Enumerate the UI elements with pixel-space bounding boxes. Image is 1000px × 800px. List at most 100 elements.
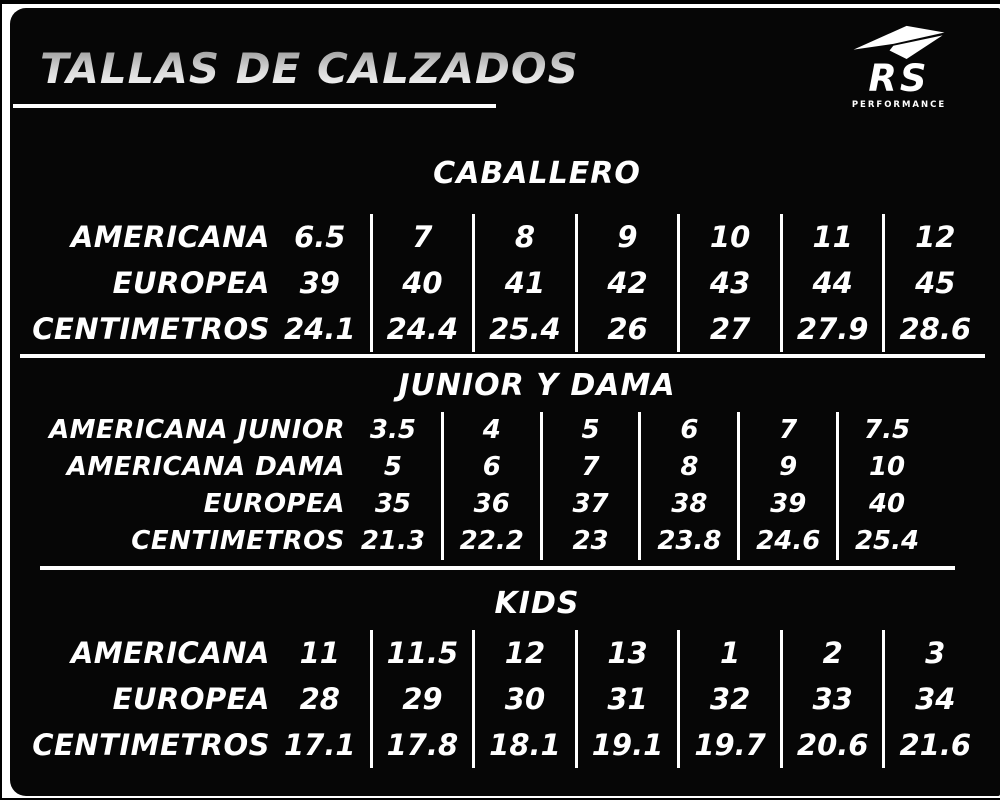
size-value: 6.5: [294, 220, 346, 254]
size-value: 23: [572, 526, 609, 556]
size-table-caballero: AMERICANA EUROPEA CENTIMETROS 6.5 39 24.1 7 40…: [20, 214, 985, 352]
row-labels: AMERICANA EUROPEA CENTIMETROS: [20, 630, 270, 768]
row-labels: AMERICANA EUROPEA CENTIMETROS: [20, 214, 270, 352]
size-column: 8 41 25.4: [472, 214, 575, 352]
section-divider: [40, 566, 955, 570]
size-column: 10 43 27: [677, 214, 780, 352]
row-label: AMERICANA: [70, 220, 270, 254]
size-column: 7 40 24.4: [369, 214, 473, 352]
size-value: 18.1: [489, 728, 561, 762]
size-value: 36: [473, 489, 510, 519]
size-value: 38: [671, 489, 708, 519]
size-value: 43: [709, 266, 751, 300]
row-label: EUROPEA: [203, 489, 345, 519]
size-value: 28.6: [899, 312, 972, 346]
row-label: AMERICANA JUNIOR: [49, 415, 345, 445]
size-column: 11 44 27.9: [779, 214, 883, 352]
size-chart-panel: TALLAS DE CALZADOS RS PERFORMANCE CABALL…: [10, 8, 1000, 796]
row-label: CENTIMETROS: [131, 526, 345, 556]
section-title-caballero: CABALLERO: [433, 156, 641, 191]
row-label: EUROPEA: [112, 682, 270, 716]
size-value: 35: [374, 489, 411, 519]
size-value: 37: [572, 489, 609, 519]
size-value: 1: [720, 636, 741, 670]
size-value: 19.7: [694, 728, 766, 762]
size-value: 29: [402, 682, 443, 716]
size-value: 39: [770, 489, 807, 519]
size-value: 12: [504, 636, 546, 670]
size-value: 17.8: [386, 728, 459, 762]
size-column: 3.5 5 35 21.3: [345, 412, 441, 560]
size-value: 21.3: [360, 526, 425, 556]
size-value: 8: [680, 452, 699, 482]
size-value: 40: [402, 266, 443, 300]
size-value: 10: [709, 220, 751, 254]
size-value: 39: [299, 266, 340, 300]
size-column: 2 33 20.6: [779, 630, 883, 768]
size-column: 12 45 28.6: [882, 214, 985, 352]
size-value: 5: [581, 415, 600, 445]
size-value: 27: [709, 312, 751, 346]
size-value: 2: [822, 636, 843, 670]
size-value: 30: [504, 682, 546, 716]
size-value: 7: [779, 415, 798, 445]
size-value: 7.5: [864, 415, 911, 445]
size-value: 10: [868, 452, 906, 482]
size-value: 6: [482, 452, 501, 482]
size-value: 24.1: [284, 312, 356, 346]
size-column: 11 28 17.1: [270, 630, 370, 768]
size-value: 23.8: [657, 526, 722, 556]
swoosh-icon: [843, 24, 955, 60]
size-table-kids: AMERICANA EUROPEA CENTIMETROS 11 28 17.1 11.5…: [20, 630, 985, 768]
size-value: 9: [617, 220, 638, 254]
size-value: 31: [607, 682, 648, 716]
section-title-junior-y-dama: JUNIOR Y DAMA: [398, 368, 676, 403]
size-value: 3: [925, 636, 946, 670]
size-value: 21.6: [899, 728, 972, 762]
size-value: 3.5: [369, 415, 416, 445]
size-value: 22.2: [459, 526, 524, 556]
size-value: 24.6: [756, 526, 821, 556]
size-column: 6 8 38 23.8: [638, 412, 737, 560]
size-column: 1 32 19.7: [677, 630, 780, 768]
size-grid: 6.5 39 24.1 7 40 24.4 8 41 25.4 9 42 26 10 43 27 11 44 27…: [270, 214, 985, 352]
size-value: 44: [812, 266, 853, 300]
size-column: 13 31 19.1: [574, 630, 678, 768]
brand-name: RS: [868, 57, 930, 100]
size-column: 11.5 29 17.8: [369, 630, 473, 768]
section-divider: [20, 354, 985, 358]
size-value: 42: [607, 266, 648, 300]
size-column: 4 6 36 22.2: [440, 412, 540, 560]
size-value: 28: [299, 682, 340, 716]
page-title: TALLAS DE CALZADOS: [40, 44, 579, 93]
size-column: 7.5 10 40 25.4: [836, 412, 935, 560]
size-value: 41: [504, 266, 546, 300]
brand-logo: RS PERFORMANCE: [843, 24, 955, 110]
row-labels: AMERICANA JUNIOR AMERICANA DAMA EUROPEA CEN…: [20, 412, 345, 560]
size-value: 4: [482, 415, 501, 445]
size-grid: 3.5 5 35 21.3 4 6 36 22.2 5 7 37 23 6 8 38 23.8 7 9 39 24.6…: [345, 412, 935, 560]
size-grid: 11 28 17.1 11.5 29 17.8 12 30 18.1 13 31 19.1 1 32 19.…: [270, 630, 985, 768]
size-value: 7: [412, 220, 433, 254]
size-value: 33: [812, 682, 853, 716]
size-value: 5: [383, 452, 402, 482]
size-value: 34: [915, 682, 956, 716]
size-value: 13: [607, 636, 648, 670]
size-value: 27.9: [796, 312, 869, 346]
size-value: 7: [581, 452, 600, 482]
size-column: 7 9 39 24.6: [737, 412, 836, 560]
brand-tagline: PERFORMANCE: [851, 100, 947, 110]
size-column: 5 7 37 23: [539, 412, 639, 560]
size-value: 19.1: [591, 728, 664, 762]
size-column: 9 42 26: [574, 214, 678, 352]
size-value: 9: [779, 452, 798, 482]
size-value: 12: [915, 220, 956, 254]
section-title-kids: KIDS: [494, 586, 580, 621]
size-value: 25.4: [854, 526, 920, 556]
size-value: 11: [812, 220, 853, 254]
size-value: 8: [514, 220, 536, 254]
size-column: 12 30 18.1: [472, 630, 575, 768]
size-value: 11: [299, 636, 340, 670]
row-label: CENTIMETROS: [32, 728, 270, 762]
size-value: 6: [680, 415, 699, 445]
